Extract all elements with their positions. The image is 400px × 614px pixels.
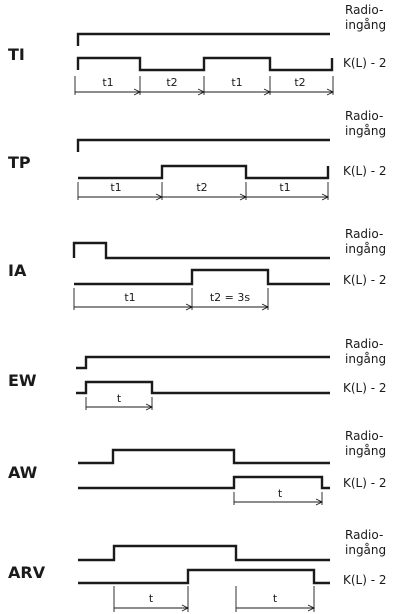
- output-waveform: [74, 268, 330, 286]
- timing-diagram-tp: TP Radio- ingång K(L) - 2 t1 t2 t1: [8, 109, 387, 201]
- timing-diagram-ew: EW Radio- ingång K(L) - 2 t: [8, 337, 387, 411]
- radio-input-label-2: ingång: [345, 543, 386, 557]
- output-waveform: [78, 164, 330, 180]
- interval-label: t: [117, 392, 122, 405]
- interval-markers: [73, 288, 270, 311]
- interval-markers: [85, 397, 154, 411]
- radio-input-label-2: ingång: [345, 242, 386, 256]
- mode-label: TP: [8, 153, 31, 172]
- interval-markers: [113, 586, 316, 612]
- output-label: K(L) - 2: [343, 164, 387, 178]
- interval-label: t2: [166, 76, 177, 89]
- interval-markers: [74, 76, 335, 96]
- interval-label: t2: [196, 181, 207, 194]
- interval-label: t: [149, 592, 154, 605]
- interval-markers: [233, 492, 324, 506]
- radio-input-label: Radio-: [345, 3, 383, 17]
- radio-input-label-2: ingång: [345, 444, 386, 458]
- timing-diagram-aw: AW Radio- ingång K(L) - 2 t: [8, 429, 387, 506]
- interval-label: t2 = 3s: [210, 291, 251, 304]
- interval-label: t1: [124, 291, 135, 304]
- mode-label: TI: [8, 45, 25, 64]
- timing-diagram-arv: ARV Radio- ingång K(L) - 2 t t: [8, 528, 387, 612]
- mode-label: EW: [8, 371, 37, 390]
- output-waveform: [78, 475, 330, 490]
- timing-diagram-ti: TI Radio- ingång K(L) - 2 t1 t2 t1 t2: [8, 3, 387, 96]
- output-label: K(L) - 2: [343, 273, 387, 287]
- output-label: K(L) - 2: [343, 56, 387, 70]
- radio-input-label: Radio-: [345, 109, 383, 123]
- radio-input-label: Radio-: [345, 227, 383, 241]
- mode-label: AW: [8, 463, 38, 482]
- interval-label: t2: [294, 76, 305, 89]
- radio-input-label-2: ingång: [345, 124, 386, 138]
- output-waveform: [76, 56, 334, 72]
- radio-input-waveform: [76, 355, 330, 370]
- interval-label: t1: [279, 181, 290, 194]
- interval-label: t: [278, 487, 283, 500]
- radio-input-label: Radio-: [345, 528, 383, 542]
- mode-label: ARV: [8, 563, 46, 582]
- radio-input-waveform: [78, 448, 330, 465]
- output-label: K(L) - 2: [343, 573, 387, 587]
- radio-input-label-2: ingång: [345, 352, 386, 366]
- radio-input-label: Radio-: [345, 337, 383, 351]
- output-waveform: [76, 380, 330, 395]
- radio-input-waveform: [76, 32, 330, 46]
- output-label: K(L) - 2: [343, 381, 387, 395]
- radio-input-label-2: ingång: [345, 18, 386, 32]
- interval-label: t1: [102, 76, 113, 89]
- radio-input-label: Radio-: [345, 429, 383, 443]
- interval-label: t1: [231, 76, 242, 89]
- timing-diagram-ia: IA Radio- ingång K(L) - 2 t1 t2 = 3s: [8, 227, 387, 311]
- interval-label: t: [273, 592, 278, 605]
- radio-input-waveform: [72, 241, 330, 260]
- mode-label: IA: [8, 261, 27, 280]
- radio-input-waveform: [76, 138, 330, 152]
- interval-label: t1: [110, 181, 121, 194]
- radio-input-waveform: [78, 544, 330, 562]
- interval-markers: [77, 182, 330, 201]
- output-label: K(L) - 2: [343, 476, 387, 490]
- output-waveform: [78, 568, 330, 585]
